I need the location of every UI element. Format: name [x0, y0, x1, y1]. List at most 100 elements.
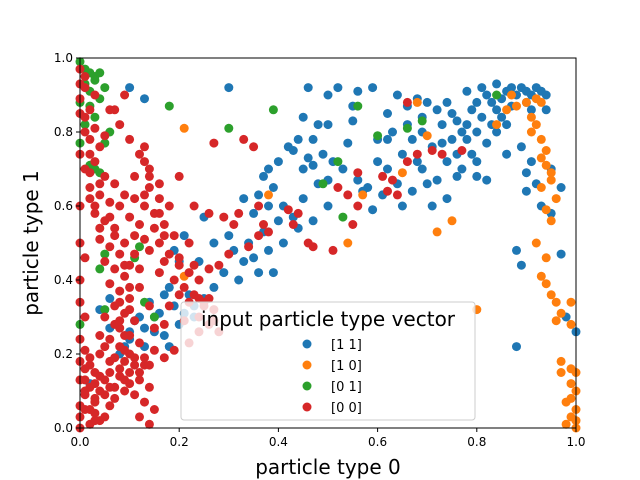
point-series-0-41 — [209, 282, 219, 292]
point-series-3-216 — [457, 146, 467, 155]
point-series-3-92 — [120, 356, 130, 366]
point-series-3-4 — [85, 105, 95, 115]
point-series-3-144 — [130, 231, 140, 241]
y-tick-label: 0.4 — [54, 273, 73, 287]
point-series-0-31 — [273, 216, 283, 226]
point-series-0-126 — [516, 142, 526, 152]
plot-frame — [79, 57, 577, 429]
point-series-0-3 — [303, 83, 313, 93]
point-series-2-8 — [90, 75, 100, 85]
point-series-1-36 — [551, 297, 561, 307]
point-series-3-102 — [85, 405, 95, 414]
point-series-3-111 — [115, 297, 125, 307]
point-series-3-124 — [154, 194, 164, 204]
point-series-3-143 — [125, 260, 135, 270]
y-tick-label: 0.6 — [54, 199, 73, 213]
point-series-0-156 — [264, 245, 273, 255]
point-series-3-123 — [144, 183, 154, 192]
point-series-2-37 — [417, 116, 427, 126]
point-series-1-37 — [556, 308, 566, 318]
point-series-1-3 — [343, 238, 353, 248]
point-series-0-27 — [264, 201, 273, 211]
point-series-0-68 — [397, 149, 407, 159]
point-series-0-115 — [472, 171, 482, 181]
point-series-3-23 — [120, 271, 130, 281]
point-series-0-107 — [497, 112, 507, 122]
point-series-1-11 — [492, 120, 502, 130]
point-series-3-133 — [194, 294, 204, 303]
point-series-3-46 — [125, 134, 135, 144]
point-series-3-11 — [100, 171, 110, 181]
point-series-3-17 — [110, 223, 120, 233]
point-series-3-205 — [348, 220, 358, 229]
point-series-0-141 — [502, 149, 512, 159]
point-series-3-221 — [159, 231, 169, 241]
point-series-3-147 — [105, 212, 115, 222]
y-tick-label: 0.0 — [54, 421, 73, 435]
point-series-0-7 — [353, 86, 363, 96]
legend-box — [180, 301, 476, 421]
point-series-3-129 — [169, 275, 179, 285]
point-series-3-82 — [115, 364, 125, 374]
point-series-2-12 — [90, 112, 100, 122]
legend-marker — [302, 339, 312, 349]
legend: input particle type vector [1 1] [1 0] [0 … — [180, 301, 476, 421]
point-series-3-94 — [115, 371, 125, 381]
x-tick-label: 0.4 — [269, 435, 288, 449]
point-series-3-104 — [120, 386, 130, 396]
point-series-3-53 — [159, 220, 169, 229]
point-series-3-127 — [159, 257, 169, 266]
point-series-0-30 — [298, 194, 308, 204]
point-series-3-18 — [95, 234, 105, 244]
x-tick-label: 0.6 — [368, 435, 387, 449]
point-series-0-153 — [308, 216, 318, 226]
point-series-1-8 — [432, 227, 442, 237]
legend-label: [0 1] — [331, 380, 362, 395]
point-series-3-54 — [169, 231, 179, 241]
point-series-3-209 — [353, 168, 363, 178]
point-series-2-13 — [80, 120, 90, 130]
point-series-3-80 — [95, 349, 105, 359]
point-series-3-214 — [427, 146, 437, 155]
point-series-1-27 — [536, 183, 546, 192]
point-series-0-40 — [268, 268, 278, 278]
point-series-3-56 — [164, 249, 174, 259]
point-series-3-19 — [105, 242, 115, 252]
point-series-1-45 — [556, 368, 566, 377]
point-series-3-25 — [115, 286, 125, 296]
point-series-2-10 — [95, 68, 105, 78]
point-series-3-177 — [144, 171, 154, 181]
point-series-3-116 — [135, 220, 144, 229]
point-series-3-22 — [110, 264, 120, 274]
point-series-3-24 — [105, 279, 115, 289]
point-series-1-31 — [531, 238, 541, 248]
point-series-3-86 — [95, 386, 105, 396]
point-series-3-201 — [288, 220, 298, 229]
point-series-3-231 — [80, 386, 90, 396]
point-series-3-188 — [239, 134, 249, 144]
point-series-3-217 — [383, 186, 392, 196]
point-series-3-203 — [303, 238, 313, 248]
point-series-0-39 — [254, 268, 264, 278]
point-series-3-215 — [437, 149, 447, 159]
point-series-3-210 — [378, 171, 388, 181]
point-series-0-119 — [432, 175, 442, 185]
point-series-3-126 — [144, 245, 154, 255]
point-series-3-70 — [144, 360, 154, 370]
point-series-1-30 — [546, 216, 556, 226]
point-series-1-13 — [507, 90, 516, 100]
point-series-3-8 — [95, 142, 105, 152]
point-series-3-108 — [120, 331, 130, 340]
point-series-0-24 — [254, 190, 264, 200]
point-series-3-219 — [402, 97, 412, 107]
point-series-3-41 — [149, 405, 159, 414]
point-series-2-35 — [373, 131, 383, 141]
point-series-0-20 — [273, 157, 283, 167]
point-series-0-67 — [383, 164, 392, 174]
point-series-3-26 — [125, 294, 135, 303]
point-series-0-91 — [477, 83, 487, 93]
point-series-0-8 — [368, 83, 378, 93]
point-series-0-82 — [447, 134, 457, 144]
point-series-2-36 — [402, 123, 412, 133]
point-series-3-187 — [234, 208, 244, 218]
